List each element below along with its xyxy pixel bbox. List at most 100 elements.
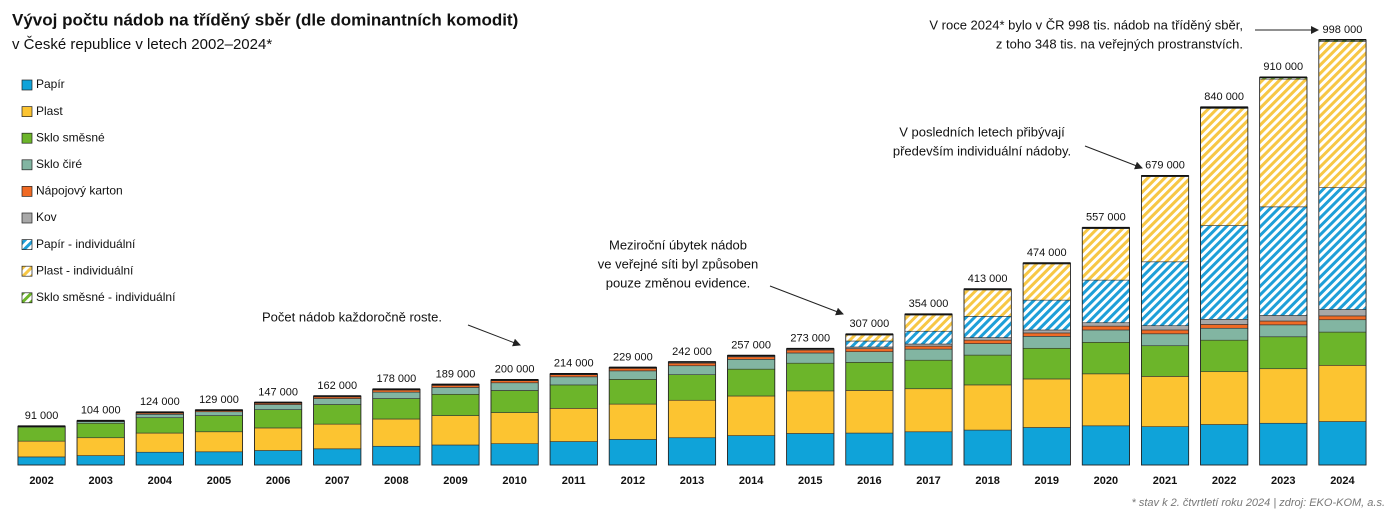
bar-segment	[1259, 336, 1308, 370]
x-tick-label: 2008	[384, 475, 408, 487]
bar-segment	[1141, 345, 1189, 377]
legend-swatch	[21, 132, 33, 144]
bar-segment	[195, 451, 243, 466]
x-tick-label: 2017	[916, 475, 940, 487]
bar-segment	[608, 403, 657, 440]
bar-segment	[1318, 187, 1367, 310]
bar-segment	[786, 349, 835, 354]
bar-segment	[549, 384, 598, 409]
total-label: 998 000	[1323, 24, 1363, 36]
legend-label: Nápojový karton	[36, 184, 123, 198]
total-label: 124 000	[140, 396, 180, 408]
bar-segment	[17, 440, 66, 458]
bar-segment	[135, 432, 184, 453]
bar-segment	[313, 423, 362, 450]
bar-segment	[372, 389, 421, 393]
bar-segment	[1200, 324, 1249, 329]
legend-swatch	[21, 186, 33, 197]
bar-segment	[1022, 329, 1071, 334]
total-label: 557 000	[1086, 212, 1126, 224]
bar-segment	[431, 415, 480, 446]
x-tick-label: 2012	[621, 475, 645, 487]
bar-segment	[1081, 228, 1130, 281]
bar-segment	[372, 445, 421, 466]
total-label: 162 000	[317, 380, 357, 392]
bar-segment	[313, 398, 362, 405]
total-label: 147 000	[258, 386, 298, 398]
bar-segment	[1200, 424, 1249, 466]
bar-segment	[1081, 322, 1130, 327]
x-tick-label: 2004	[148, 475, 173, 487]
arrow	[1084, 145, 1143, 170]
bar-segment	[845, 351, 894, 363]
legend-label: Sklo směsné	[36, 130, 105, 144]
legend-swatch	[21, 212, 33, 224]
bar-segment	[904, 314, 953, 332]
legend-label: Plast	[36, 104, 63, 118]
x-tick-label: 2003	[88, 475, 112, 487]
total-label: 307 000	[850, 318, 890, 330]
bar-segment	[1022, 347, 1071, 380]
bar-segment	[17, 456, 66, 466]
x-tick-label: 2019	[1035, 475, 1059, 487]
bar-segment	[1081, 329, 1130, 343]
bar-segment	[668, 365, 716, 375]
bar-segment	[195, 431, 243, 453]
bar-segment	[1141, 376, 1189, 427]
bar-segment	[786, 433, 835, 466]
bar-segment	[372, 418, 421, 447]
bar-segment	[372, 391, 421, 399]
bar-segment	[668, 437, 716, 466]
legend-label: Kov	[36, 210, 57, 224]
x-tick-label: 2018	[975, 475, 999, 487]
bar-segment	[549, 408, 598, 442]
bar-segment	[727, 356, 776, 360]
legend-swatch	[21, 265, 33, 277]
total-label: 242 000	[672, 346, 712, 358]
bar-segment	[431, 393, 480, 416]
bar-segment	[1141, 426, 1189, 466]
legend-swatch	[21, 159, 33, 171]
annotation: V roce 2024* bylo v ČR 998 tis. nádob na…	[929, 17, 1243, 32]
bar-segment	[668, 399, 716, 439]
bar-segment	[1141, 329, 1189, 335]
bar-segment	[372, 398, 421, 420]
bar-segment	[1200, 371, 1249, 425]
total-label: 679 000	[1145, 160, 1185, 172]
bar-segment	[963, 289, 1012, 317]
bar-segment	[668, 374, 716, 401]
bar-segment	[963, 337, 1012, 341]
bar-segment	[608, 439, 657, 466]
bar-segment	[1200, 108, 1249, 226]
x-tick-label: 2016	[857, 475, 881, 487]
annotation: Meziroční úbytek nádob	[609, 237, 747, 252]
x-tick-label: 2013	[680, 475, 704, 487]
bar-segment	[845, 340, 894, 348]
footnote: * stav k 2. čtvrtletí roku 2024 | zdroj:…	[1132, 497, 1386, 509]
bar-segment	[549, 376, 598, 386]
bar-segment	[1259, 422, 1308, 466]
bar-segment	[195, 415, 243, 433]
x-tick-label: 2014	[739, 475, 764, 487]
bar-segment	[786, 390, 835, 434]
total-label: 104 000	[81, 405, 121, 417]
bar-segment	[135, 451, 184, 466]
bar-segment	[549, 441, 598, 466]
bar-segment	[904, 388, 953, 433]
bar-segment	[1022, 427, 1071, 466]
total-label: 178 000	[376, 373, 416, 385]
bar-segment	[1259, 324, 1308, 338]
bar-segment	[1022, 332, 1071, 337]
bar-segment	[608, 379, 657, 405]
bar-segment	[490, 382, 539, 391]
bar-segment	[904, 431, 953, 466]
bar-segment	[254, 409, 303, 429]
legend-swatch	[21, 106, 33, 117]
bar-segment	[1259, 320, 1308, 326]
bar-segment	[313, 448, 362, 466]
x-tick-label: 2002	[29, 475, 53, 487]
total-label: 214 000	[554, 358, 594, 370]
chart-title: Vývoj počtu nádob na tříděný sběr (dle d…	[12, 10, 518, 29]
bar-segment	[490, 412, 539, 444]
bar-segment	[195, 411, 243, 416]
